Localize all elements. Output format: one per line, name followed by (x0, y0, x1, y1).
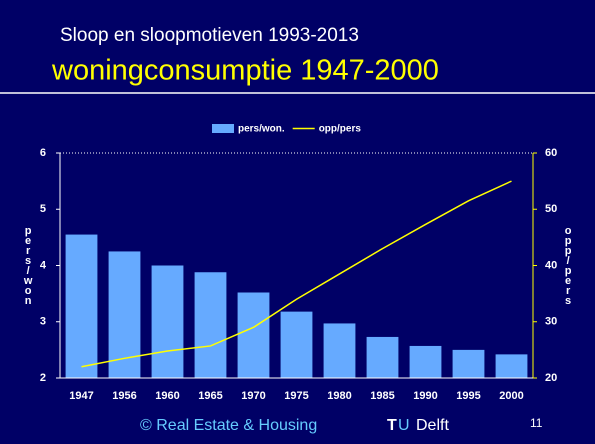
y-tick-label: 5 (40, 203, 46, 215)
y-tick-label: 6 (40, 147, 46, 159)
y2-tick-label: 40 (545, 259, 557, 271)
logo-u: U (398, 417, 410, 434)
x-tick-label: 1965 (198, 390, 222, 402)
footer-credit: © Real Estate & Housing (140, 417, 317, 434)
bar (194, 272, 227, 378)
bar (151, 265, 184, 378)
slide-subtitle: woningconsumptie 1947-2000 (51, 55, 439, 87)
bar (237, 292, 270, 378)
bar (65, 234, 98, 378)
bar (495, 354, 528, 378)
slide-title: Sloop en sloopmotieven 1993-2013 (60, 25, 359, 46)
y-axis-label: pers/won (22, 225, 34, 305)
page-number: 11 (530, 416, 543, 430)
x-tick-label: 1956 (112, 390, 136, 402)
y2-tick-label: 20 (545, 372, 557, 384)
y-tick-label: 3 (40, 316, 46, 328)
bar (323, 323, 356, 378)
bar (366, 336, 399, 378)
bar (409, 345, 442, 378)
y2-tick-label: 60 (545, 147, 557, 159)
y2-axis-label: opp/pers (562, 225, 574, 305)
x-tick-label: 1947 (69, 390, 93, 402)
line (81, 180, 512, 368)
x-tick-label: 2000 (499, 390, 523, 402)
x-tick-label: 1990 (413, 390, 437, 402)
bar (452, 349, 485, 378)
y-tick-label: 2 (40, 372, 46, 384)
logo-t: T (387, 417, 397, 434)
y2-tick-label: 30 (545, 316, 557, 328)
x-tick-label: 1985 (370, 390, 394, 402)
x-tick-label: 1975 (284, 390, 308, 402)
legend-label: opp/pers (319, 124, 362, 135)
x-tick-label: 1980 (327, 390, 351, 402)
logo-rest: Delft (416, 417, 449, 434)
legend-label: pers/won. (238, 124, 285, 135)
legend-swatch (212, 124, 234, 133)
x-tick-label: 1960 (155, 390, 179, 402)
bar (280, 311, 313, 378)
x-tick-label: 1995 (456, 390, 480, 402)
y-tick-label: 4 (40, 259, 47, 271)
x-tick-label: 1970 (241, 390, 265, 402)
y2-tick-label: 50 (545, 203, 557, 215)
